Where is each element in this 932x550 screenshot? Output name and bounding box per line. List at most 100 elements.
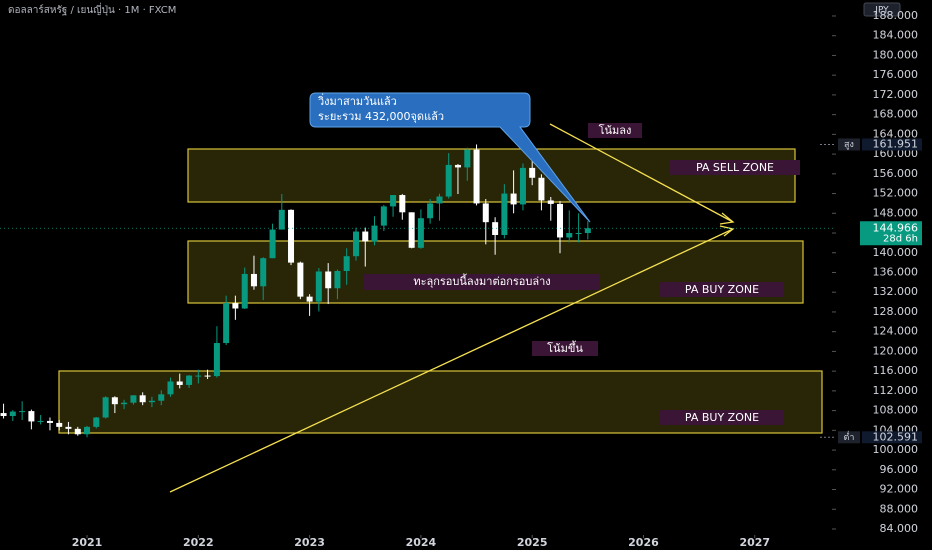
candle-body — [241, 273, 248, 309]
y-tick-label: 180.000 — [873, 48, 919, 61]
candle-body — [464, 149, 471, 168]
buy-zone-label: PA BUY ZONE — [685, 283, 759, 296]
candle-body — [176, 381, 183, 385]
callout — [309, 92, 591, 223]
y-tick-label: 172.000 — [873, 88, 919, 101]
currency: JPY — [874, 6, 889, 16]
candle-body — [436, 196, 443, 204]
candle-body — [223, 303, 230, 344]
candle-body — [139, 395, 146, 403]
y-tick-label: 108.000 — [873, 404, 919, 417]
candle-body — [519, 167, 526, 205]
candle-body — [482, 203, 489, 223]
sell-zone — [187, 148, 796, 203]
candle-body — [380, 206, 387, 226]
y-tick-label: 152.000 — [873, 187, 919, 200]
candle-body — [167, 381, 174, 395]
candle-body — [557, 203, 564, 238]
y-tick-label: 128.000 — [873, 305, 919, 318]
candle-body — [0, 413, 7, 417]
candle-body — [445, 164, 452, 197]
candle-body — [65, 426, 72, 429]
candle-body — [204, 375, 211, 377]
y-tick-label: 156.000 — [873, 167, 919, 180]
candle-body — [148, 400, 155, 403]
last-price-box — [860, 221, 922, 246]
y-tick-label: 96.000 — [880, 463, 919, 476]
candle-body — [362, 231, 369, 242]
x-tick-label: 2021 — [72, 536, 103, 549]
y-tick-label: 140.000 — [873, 246, 919, 259]
x-tick-label: 2027 — [739, 536, 770, 549]
candle-body — [297, 262, 304, 297]
y-tick-label: 92.000 — [880, 483, 919, 496]
candle-body — [213, 343, 220, 377]
candle-body — [56, 422, 63, 427]
y-tick-label: 164.000 — [873, 127, 919, 140]
y-tick-label: 188.000 — [873, 9, 919, 22]
y-tick-label: 176.000 — [873, 68, 919, 81]
candle-body — [343, 256, 350, 272]
candle-body — [9, 411, 16, 417]
marker-value: 102.591 — [873, 430, 919, 443]
y-tick-label: 136.000 — [873, 265, 919, 278]
candle-body — [390, 195, 397, 207]
countdown: 28d 6h — [883, 233, 918, 244]
up-trend-label: โน้มขึ้น — [547, 340, 583, 355]
candle-body — [325, 271, 332, 289]
candle-body — [408, 212, 415, 248]
marker-value-box — [862, 431, 922, 444]
chart-title: ดอลลาร์สหรัฐ / เยนญี่ปุ่น · 1M · FXCM — [8, 2, 176, 16]
marker-name-box — [838, 431, 860, 444]
candle-body — [371, 225, 378, 242]
y-tick-label: 112.000 — [873, 384, 919, 397]
candle-body — [501, 193, 508, 235]
candle-body — [260, 258, 267, 287]
candle-body — [584, 228, 591, 234]
x-tick-label: 2022 — [183, 536, 214, 549]
down-trend-label: โน้มลง — [599, 123, 632, 137]
x-tick-label: 2026 — [628, 536, 659, 549]
down-trend-line — [549, 123, 734, 223]
candle-body — [315, 271, 322, 302]
candle-body — [334, 271, 341, 289]
y-tick-label: 184.000 — [873, 29, 919, 42]
candle-body — [130, 395, 137, 403]
candle-body — [575, 233, 582, 235]
y-tick-label: 168.000 — [873, 108, 919, 121]
candle-body — [547, 200, 554, 204]
candle-body — [74, 428, 81, 435]
marker-value-box — [862, 138, 922, 151]
label-box — [660, 282, 784, 297]
candle-body — [538, 177, 545, 201]
marker-value: 161.951 — [873, 137, 919, 150]
candle-body — [399, 195, 406, 213]
candle-body — [121, 402, 128, 405]
candle-body — [454, 164, 461, 168]
candle-body — [417, 218, 424, 248]
candle-body — [566, 233, 573, 238]
arrow-head — [719, 212, 735, 225]
candle-body — [37, 420, 44, 422]
candle-body — [158, 394, 165, 401]
sell-zone-label: PA SELL ZONE — [696, 161, 774, 174]
y-tick-label: 100.000 — [873, 443, 919, 456]
label-box — [588, 123, 642, 138]
candle-body — [529, 167, 536, 178]
candle-body — [278, 209, 285, 230]
marker-name: ต่ำ — [844, 430, 855, 443]
candle-body — [269, 229, 276, 259]
label-box — [364, 274, 600, 290]
x-tick-label: 2023 — [294, 536, 325, 549]
last-price: 144.966 — [873, 221, 919, 234]
y-tick-label: 116.000 — [873, 364, 919, 377]
currency-box — [863, 2, 901, 17]
candle-body — [84, 426, 91, 435]
candle-body — [186, 375, 193, 385]
candle-body — [28, 411, 35, 422]
candle-body — [102, 397, 109, 418]
candle-body — [492, 222, 499, 235]
candles — [0, 144, 591, 438]
marker-name: สูง — [844, 140, 854, 150]
marker-name-box — [838, 138, 860, 151]
